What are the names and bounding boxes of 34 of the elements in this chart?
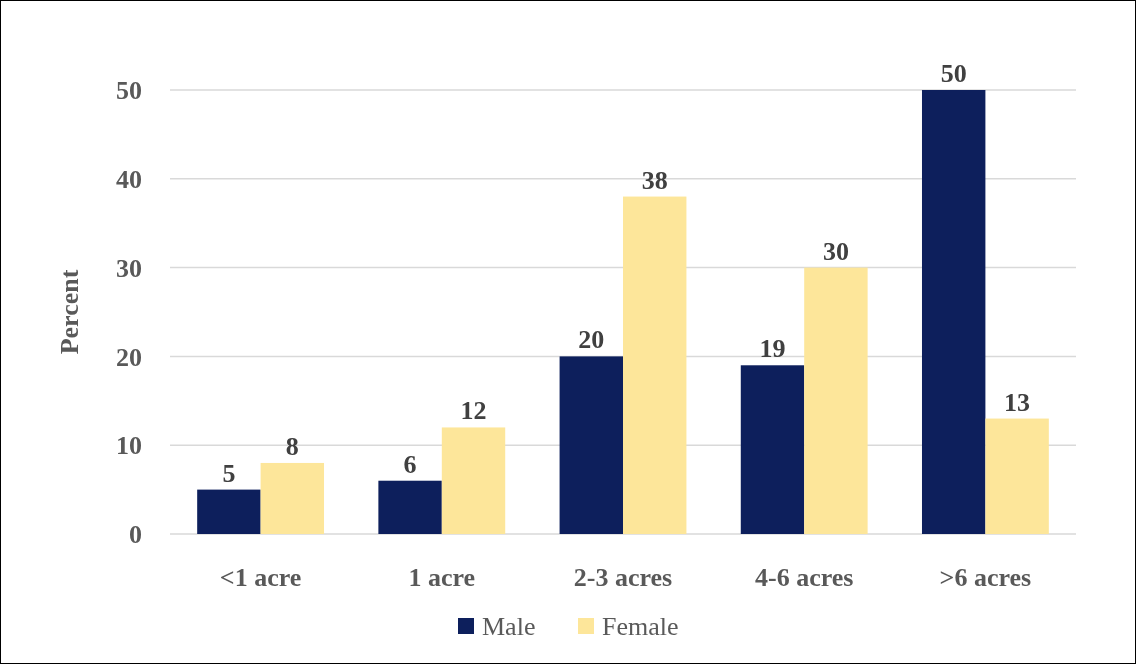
y-tick-label: 30	[116, 253, 142, 283]
y-axis-title: Percent	[55, 269, 84, 355]
bar	[378, 480, 442, 534]
data-label: 8	[285, 431, 299, 461]
y-tick-label: 40	[116, 164, 142, 194]
bar	[559, 356, 623, 534]
x-tick-label: <1 acre	[219, 563, 302, 592]
data-label: 30	[822, 236, 849, 266]
y-tick-label: 10	[116, 431, 142, 461]
data-label: 12	[460, 396, 487, 426]
bar	[921, 90, 986, 534]
x-tick-label: >6 acres	[939, 563, 1032, 592]
data-label: 20	[578, 325, 605, 355]
bar	[985, 418, 1049, 534]
x-tick-label: 1 acre	[408, 563, 476, 592]
bar	[197, 489, 261, 534]
legend-label: Female	[602, 612, 679, 642]
y-tick-label: 20	[116, 342, 142, 372]
data-label: 13	[1004, 387, 1031, 417]
legend-label: Male	[482, 612, 536, 642]
data-label: 50	[940, 59, 967, 88]
data-label: 6	[403, 449, 417, 479]
bar	[623, 196, 687, 534]
y-tick-label: 50	[116, 76, 142, 106]
data-label: 38	[641, 165, 668, 195]
bar	[260, 462, 325, 534]
y-tick-label: 0	[129, 520, 142, 550]
x-tick-label: 4-6 acres	[754, 563, 854, 592]
bar	[441, 427, 506, 534]
bar	[740, 365, 805, 534]
bar	[804, 267, 868, 534]
x-tick-label: 2-3 acres	[573, 563, 673, 592]
data-label: 5	[222, 458, 236, 488]
data-label: 19	[759, 334, 786, 364]
